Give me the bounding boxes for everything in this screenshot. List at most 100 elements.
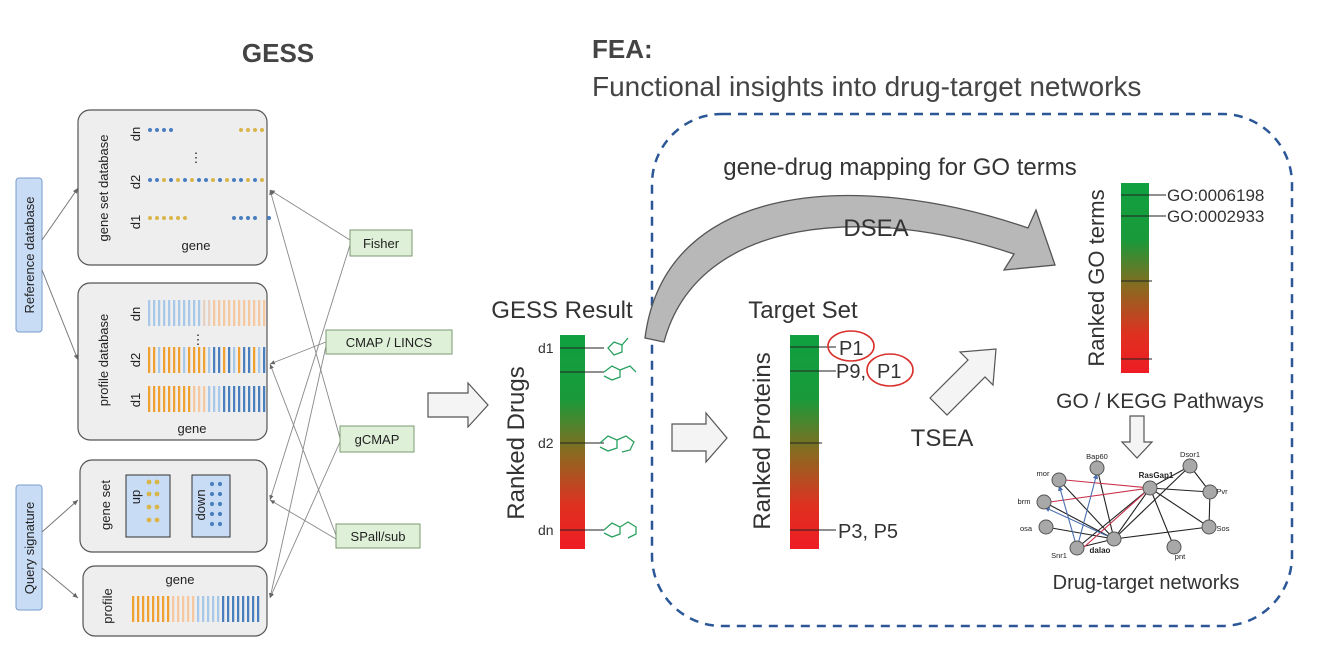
network-edge: [1058, 479, 1115, 540]
down-dot: [209, 511, 215, 517]
up-label: up: [128, 490, 143, 504]
gene-dot: [162, 128, 166, 132]
profile-stripe: [208, 300, 211, 326]
method-fisher: Fisher: [349, 229, 413, 257]
profile-stripe: [173, 386, 176, 412]
network-node-label: Bap60: [1086, 452, 1108, 461]
down-dot: [217, 481, 223, 487]
gene-dot: [225, 178, 229, 182]
network-edge: [1076, 487, 1151, 549]
profile-stripe: [203, 347, 206, 373]
query-profile-axis: gene: [166, 572, 195, 587]
gene-dot: [162, 178, 166, 182]
profile-stripe: [253, 347, 256, 373]
gene-dot: [253, 178, 257, 182]
query-gene-set-panel: gene set up down: [79, 459, 268, 553]
gene-dot: [169, 178, 173, 182]
profile-stripe: [147, 596, 150, 622]
gene-dot: [260, 128, 264, 132]
ranked-go-terms-ticks: [1121, 194, 1166, 360]
method-cmap-lincs: CMAP / LINCS: [325, 329, 453, 355]
network-edge: [1043, 501, 1115, 540]
molecule-icons: [599, 337, 637, 539]
profile-stripe: [153, 386, 156, 412]
network-node: [1202, 484, 1218, 500]
down-dot: [209, 491, 215, 497]
network-node: [1069, 540, 1085, 556]
profile-stripe: [198, 347, 201, 373]
profile-stripe: [218, 347, 221, 373]
profile-stripe: [197, 596, 200, 622]
query-profile-stripes: [132, 596, 260, 622]
profile-stripe: [222, 596, 225, 622]
profile-stripe: [247, 596, 250, 622]
profile-stripe: [208, 347, 211, 373]
tsea-arrow: [929, 348, 997, 416]
profile-stripe: [168, 386, 171, 412]
down-dot: [217, 501, 223, 507]
query-gene-set-title: gene set: [98, 480, 113, 530]
profile-stripe: [148, 347, 151, 373]
gene-dot: [155, 128, 159, 132]
up-dots: [146, 479, 160, 523]
method-spall-sub-label: SPall/sub: [351, 529, 406, 544]
gene-set-database-panel: gene set database dn d2 d1 ⋮ gene: [77, 109, 271, 266]
profile-stripe: [152, 596, 155, 622]
method-connectors: [268, 189, 351, 599]
profile-stripe: [198, 300, 201, 326]
network-edge: [1064, 479, 1151, 489]
drug-tick-d2: d2: [538, 435, 554, 451]
profile-stripe: [157, 596, 160, 622]
profile-stripes-dn: [148, 300, 266, 326]
protein-p1-second-circle: [866, 353, 914, 387]
gene-set-dots-dn: [148, 128, 264, 132]
profile-stripe: [263, 300, 266, 326]
profile-stripes-d2: [148, 347, 266, 373]
fea-subtitle: Functional insights into drug-target net…: [592, 71, 1141, 102]
dsea-label: DSEA: [843, 215, 908, 242]
down-label: down: [193, 489, 208, 520]
gene-dot: [239, 178, 243, 182]
network-edge: [1113, 526, 1210, 540]
gene-set-dots-d1: [148, 216, 271, 220]
profile-stripe: [238, 300, 241, 326]
gene-dot: [267, 216, 271, 220]
profile-stripe: [217, 596, 220, 622]
profile-stripe: [233, 386, 236, 412]
protein-p9: P9,: [836, 361, 866, 383]
gene-dot: [169, 216, 173, 220]
up-dot: [146, 491, 152, 497]
network-edge: [1149, 487, 1210, 528]
ranked-drugs-ticks: [560, 347, 604, 531]
profile-stripe: [148, 300, 151, 326]
profile-stripe: [263, 386, 266, 412]
profile-stripe: [253, 386, 256, 412]
network-edge: [1149, 487, 1211, 493]
profile-stripe: [242, 596, 245, 622]
profile-stripe: [158, 386, 161, 412]
target-set-title: Target Set: [748, 297, 858, 324]
protein-p1-second: P1: [877, 361, 901, 383]
down-dots: [209, 481, 223, 527]
profile-stripe: [188, 300, 191, 326]
method-fisher-label: Fisher: [363, 236, 400, 251]
profile-stripe: [258, 347, 261, 373]
network-node-label: dalao: [1090, 546, 1111, 555]
profile-stripe: [243, 347, 246, 373]
profile-stripe: [223, 347, 226, 373]
profile-stripe: [248, 386, 251, 412]
profile-stripe: [168, 347, 171, 373]
profile-stripe: [177, 596, 180, 622]
profile-stripe: [188, 386, 191, 412]
gene-dot: [155, 216, 159, 220]
profile-stripe: [153, 347, 156, 373]
down-dot: [209, 521, 215, 527]
gene-dot: [148, 216, 152, 220]
gene-set-row-d2: d2: [128, 175, 143, 189]
fea-title: FEA:: [592, 34, 653, 64]
network-node: [1038, 519, 1054, 535]
network-node: [1142, 480, 1158, 496]
profile-stripe: [228, 386, 231, 412]
profile-stripe: [258, 300, 261, 326]
network-node-label: osa: [1020, 524, 1033, 533]
